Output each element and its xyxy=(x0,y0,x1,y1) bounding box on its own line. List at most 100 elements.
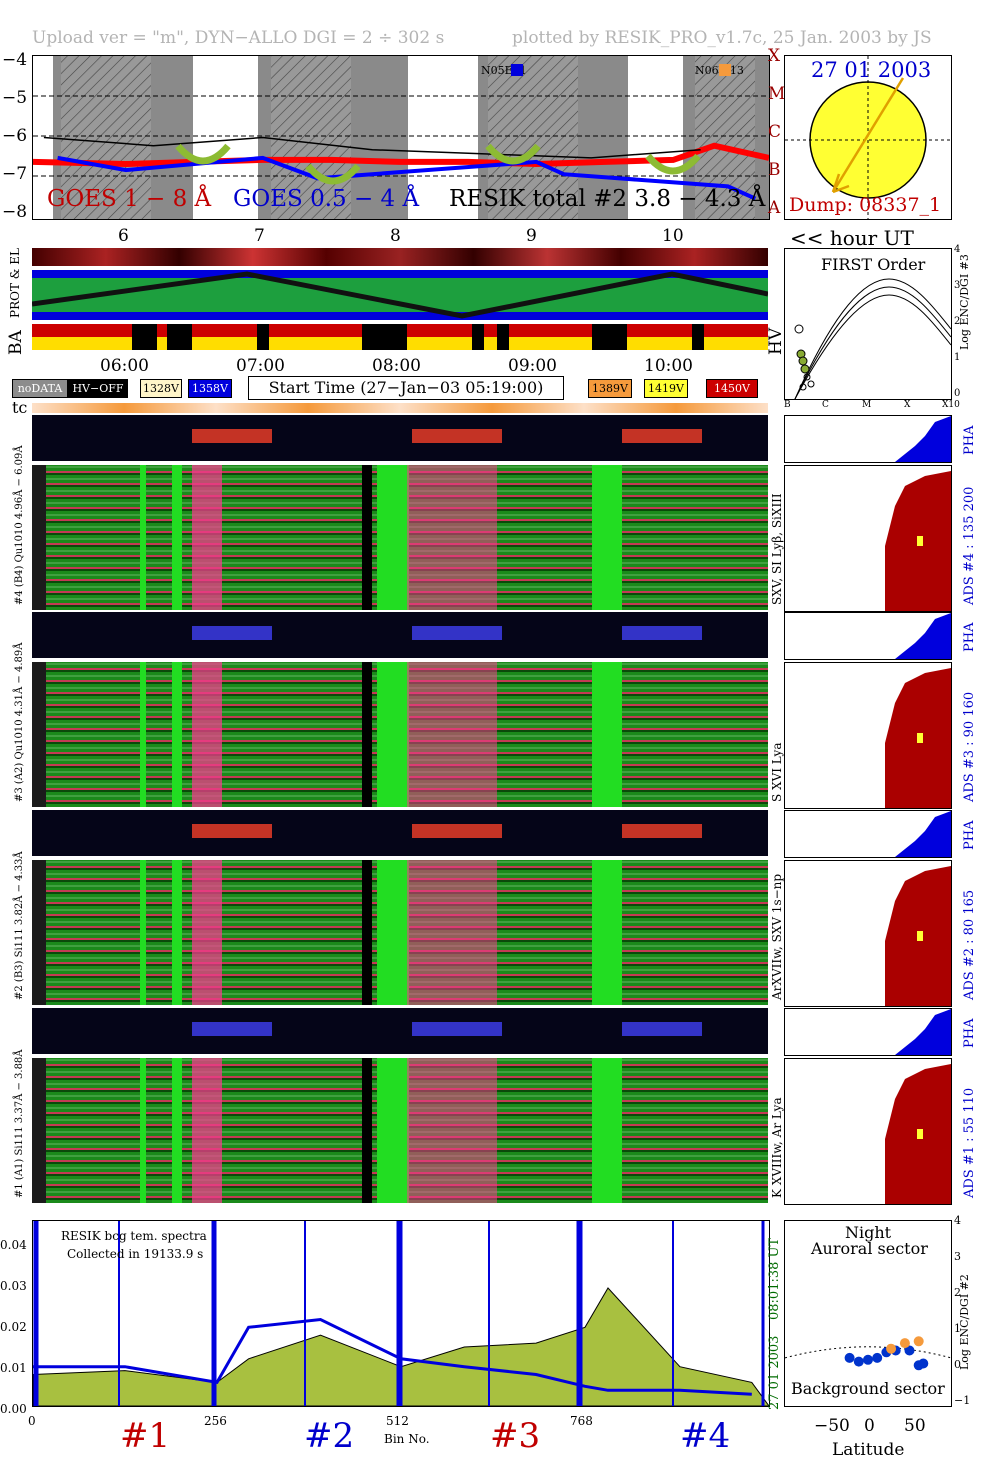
legend-goes-long: GOES 1 − 8 Å xyxy=(47,186,212,212)
stamp-time: 08:01:38 UT xyxy=(767,1237,782,1320)
goes-y-tick: −5 xyxy=(2,88,28,108)
bcg-y-tick: 0.01 xyxy=(0,1361,27,1375)
orbit-ylabel: Log ENC/DGI #2 xyxy=(958,1274,971,1370)
orbit-y-tick: 0 xyxy=(954,1358,961,1371)
spectrogram-band xyxy=(172,1058,182,1203)
bcg-x-tick: 256 xyxy=(204,1414,227,1428)
lines-label: ArXVIIw, SXV 1s−np xyxy=(770,873,784,1000)
pha-band xyxy=(412,1022,502,1036)
first-order-curves xyxy=(794,278,951,399)
channel-mark: #4 xyxy=(680,1416,731,1456)
channel-mark: #2 xyxy=(304,1416,355,1456)
first-order-y-tick: 4 xyxy=(954,244,961,255)
spectrogram-band xyxy=(192,465,222,610)
goes-x-tick: 9 xyxy=(526,226,537,246)
hv-legend-item: noDATA xyxy=(12,379,68,398)
stamp-date: 27 01 2003 xyxy=(767,1335,782,1410)
sun-date: 27 01 2003 xyxy=(811,58,932,82)
sun-disk xyxy=(785,56,951,219)
legend-resik: RESIK total #2 3.8 − 4.3 Å xyxy=(449,186,766,212)
spectrogram-band xyxy=(140,860,146,1005)
goes-class-tick: X xyxy=(768,46,781,66)
first-order-x-tick: X10 xyxy=(942,400,960,410)
sun-panel: 27 01 2003 Dump: 08337_1 xyxy=(784,55,952,220)
prot-label: PROT & EL xyxy=(8,248,22,318)
orbit-x-tick: −50 xyxy=(814,1416,850,1436)
orbit-title-1: Night xyxy=(845,1223,892,1242)
pha-histogram-fill xyxy=(785,613,951,659)
pha-strip xyxy=(32,612,768,658)
orbit-point xyxy=(872,1352,883,1363)
orbit-threshold xyxy=(785,1346,951,1359)
pha-band xyxy=(622,824,702,838)
goes-series-line xyxy=(33,142,769,168)
bcg-xlabel: Bin No. xyxy=(384,1432,430,1446)
pha-histogram xyxy=(784,1008,952,1056)
upload-info: Upload ver = "m", DYN−ALLO DGI = 2 ÷ 302… xyxy=(32,28,445,48)
orbit-title-2: Auroral sector xyxy=(811,1239,928,1258)
spectrogram xyxy=(32,1058,768,1203)
orbit-series xyxy=(785,1336,951,1371)
ads-label: ADS #4 : 135 200 xyxy=(962,486,977,605)
ads-histogram-svg xyxy=(885,866,951,1006)
ads-histogram xyxy=(784,860,952,1007)
bcg-x-tick: 0 xyxy=(28,1414,36,1428)
spectrogram-band xyxy=(407,662,497,807)
spectrogram-band xyxy=(407,465,497,610)
bcg-x-tick: 512 xyxy=(386,1414,409,1428)
orbit-y-tick: 1 xyxy=(954,1322,961,1335)
spectrogram-band xyxy=(377,662,409,807)
pha-band xyxy=(192,1022,272,1036)
start-time: Start Time (27−Jan−03 05:19:00) xyxy=(248,376,564,400)
pha-band xyxy=(192,824,272,838)
spectrogram-band xyxy=(32,662,46,807)
ads-marker xyxy=(917,1129,923,1139)
channel-label: #3 (A2) Qu1010 4.31Å − 4.89Å xyxy=(14,642,25,802)
spectrogram-band xyxy=(192,1058,222,1203)
bcg-spectrum-plot: RESIK bcg tem. spectra Collected in 1913… xyxy=(32,1220,770,1407)
spectrogram-band xyxy=(32,465,46,610)
resik-green-segment xyxy=(485,143,541,165)
spectrogram-band xyxy=(172,465,182,610)
spectrogram-band xyxy=(362,662,372,807)
lines-label: SXV, SI Lyβ, SiXIII xyxy=(770,493,784,605)
hv-legend-item: 1358V xyxy=(188,379,232,398)
ba-label: BA xyxy=(6,330,26,355)
pha-band xyxy=(412,429,502,443)
region-marker-1 xyxy=(511,64,523,76)
ads-label: ADS #3 : 90 160 xyxy=(962,691,977,802)
goes-y-tick: −8 xyxy=(2,202,28,222)
orbit-point xyxy=(904,1345,915,1356)
goes-y-tick: −6 xyxy=(2,126,28,146)
hour-ut-label: << hour UT xyxy=(790,226,914,250)
spectrogram-band xyxy=(592,860,622,1005)
ads-label: ADS #2 : 80 165 xyxy=(962,889,977,1000)
spectrogram-band xyxy=(407,860,497,1005)
bcg-spectrum-series xyxy=(33,1221,769,1406)
ads-histogram-svg xyxy=(885,471,951,611)
pha-histogram xyxy=(784,612,952,660)
spectrogram-band xyxy=(32,860,46,1005)
goes-plot: N05E41 N06W13 GOES 1 − 8 Å GOES 0.5 − 4 … xyxy=(32,55,770,220)
goes-class-tick: C xyxy=(768,122,782,142)
pha-band xyxy=(192,429,272,443)
orbit-y-tick: 3 xyxy=(954,1250,961,1263)
hv-legend-item: 1419V xyxy=(644,379,688,398)
first-order-y-tick: 1 xyxy=(954,352,961,363)
pha-histogram-svg xyxy=(785,1009,951,1055)
hv-legend-item: 1389V xyxy=(588,379,632,398)
goes-x-tick: 6 xyxy=(118,226,129,246)
orbit-point xyxy=(913,1336,924,1347)
orbit-y-tick: 2 xyxy=(954,1286,961,1299)
spectrogram-band xyxy=(377,465,409,610)
pha-strip xyxy=(32,1008,768,1054)
pha-histogram xyxy=(784,415,952,463)
spectrogram-band xyxy=(362,1058,372,1203)
first-order-x-tick: B xyxy=(784,400,791,410)
goes-x-tick: 7 xyxy=(254,226,265,246)
tc-label: tc xyxy=(12,398,28,417)
pha-histogram-svg xyxy=(785,613,951,659)
pha-histogram-svg xyxy=(785,811,951,857)
spectrogram-band xyxy=(140,662,146,807)
first-order-ylabel: Log ENC/DGI #3 xyxy=(958,254,971,350)
